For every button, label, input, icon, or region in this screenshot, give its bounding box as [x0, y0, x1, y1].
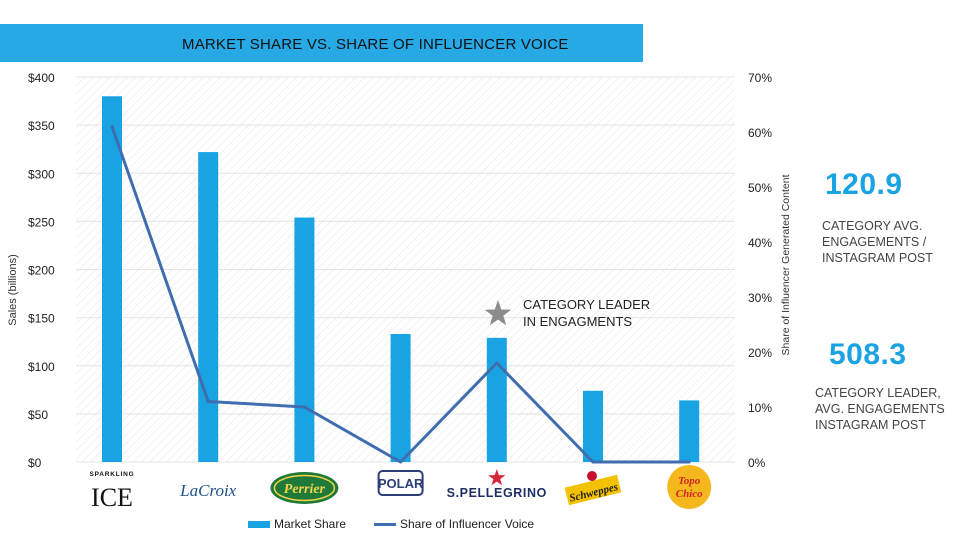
- logo-perrier-ring: [273, 474, 336, 502]
- y-tick-label: $300: [28, 167, 55, 181]
- annotation-line2: IN ENGAGMENTS: [523, 314, 632, 329]
- chart-title: MARKET SHARE VS. SHARE OF INFLUENCER VOI…: [182, 36, 569, 53]
- metric-leader-value: 508.3: [829, 338, 907, 371]
- line-point: [110, 125, 114, 128]
- logo-perrier: Perrier: [284, 482, 326, 497]
- y-tick-label: $50: [28, 408, 48, 422]
- y2-tick-label: 70%: [748, 71, 772, 85]
- y-tick-label: $100: [28, 360, 55, 374]
- bar-lacroix: [198, 152, 219, 462]
- logo-schweppes-band: [564, 474, 622, 506]
- legend-line-label: Share of Influencer Voice: [400, 517, 535, 531]
- logo-topo-chico-badge: [667, 465, 712, 509]
- title-bar: MARKET SHARE VS. SHARE OF INFLUENCER VOI…: [0, 24, 643, 62]
- logo-sparkling-ice: SPARKLING: [90, 471, 135, 478]
- metric-avg-desc: CATEGORY AVG. ENGAGEMENTS / INSTAGRAM PO…: [822, 218, 933, 266]
- y-tick-label: $350: [28, 119, 55, 133]
- y-axis-title: Sales (billions): [7, 254, 19, 326]
- line-point: [591, 460, 595, 464]
- bar-schweppes: [583, 390, 603, 462]
- y2-tick-label: 0%: [748, 456, 766, 470]
- logo-schweppes-crest: [587, 471, 597, 481]
- line-point: [495, 361, 499, 365]
- logo-pellegrino-star-icon: [488, 469, 506, 486]
- logo-pellegrino: S.PELLEGRINO: [447, 486, 547, 500]
- y-tick-label: $200: [28, 264, 55, 278]
- y-tick-label: $150: [28, 312, 55, 326]
- y-tick-label: $0: [28, 456, 42, 470]
- line-point: [399, 460, 403, 464]
- bar-topo-chico: [679, 400, 700, 462]
- legend-bar-label: Market Share: [274, 517, 347, 531]
- legend-market-share: Market Share: [248, 517, 346, 531]
- logo-topo-chico: Topo: [678, 475, 701, 487]
- line-point: [687, 460, 691, 464]
- metric-avg-value: 120.9: [825, 168, 903, 201]
- metric-leader-desc: CATEGORY LEADER, AVG. ENGAGEMENTS INSTAG…: [815, 385, 945, 433]
- logo-polar-badge: [377, 470, 424, 496]
- metric-avg-desc-line: CATEGORY AVG.: [822, 219, 923, 233]
- bar-sparkling-ice: [102, 96, 122, 462]
- y2-axis-title: Share of Influencer Generated Content: [780, 174, 792, 355]
- bar-polar: [390, 333, 411, 462]
- metric-leader-desc-line: CATEGORY LEADER,: [815, 386, 941, 400]
- logo-lacroix: LaCroix: [179, 481, 237, 500]
- annotation-line1: CATEGORY LEADER: [523, 297, 650, 312]
- y2-tick-label: 50%: [748, 181, 772, 195]
- metric-avg-desc-line: INSTAGRAM POST: [822, 251, 933, 265]
- line-point: [302, 405, 306, 409]
- bar-s-pellegrino: [486, 337, 507, 462]
- logo-sparkling-ice: ICE: [91, 483, 133, 512]
- logo-topo-chico: Chico: [676, 488, 703, 500]
- logo-polar: POLAR: [378, 476, 424, 491]
- bar-perrier: [294, 217, 315, 462]
- y2-tick-label: 40%: [748, 236, 772, 250]
- y2-tick-label: 30%: [748, 291, 772, 305]
- legend-line-swatch: [374, 522, 396, 526]
- legend-bar-swatch: [248, 520, 270, 528]
- metric-leader-desc-line: AVG. ENGAGEMENTS: [815, 402, 945, 416]
- star-icon: [484, 300, 512, 326]
- y2-tick-label: 10%: [748, 401, 772, 415]
- metric-leader-desc-line: INSTAGRAM POST: [815, 418, 926, 432]
- metric-avg-desc-line: ENGAGEMENTS /: [822, 235, 927, 249]
- y2-tick-label: 20%: [748, 346, 772, 360]
- y-tick-label: $250: [28, 215, 55, 229]
- y-tick-label: $400: [28, 71, 55, 85]
- legend-influencer-voice: Share of Influencer Voice: [374, 517, 534, 531]
- line-point: [206, 400, 210, 403]
- logo-perrier-badge: [270, 472, 339, 504]
- y2-tick-label: 60%: [748, 126, 772, 140]
